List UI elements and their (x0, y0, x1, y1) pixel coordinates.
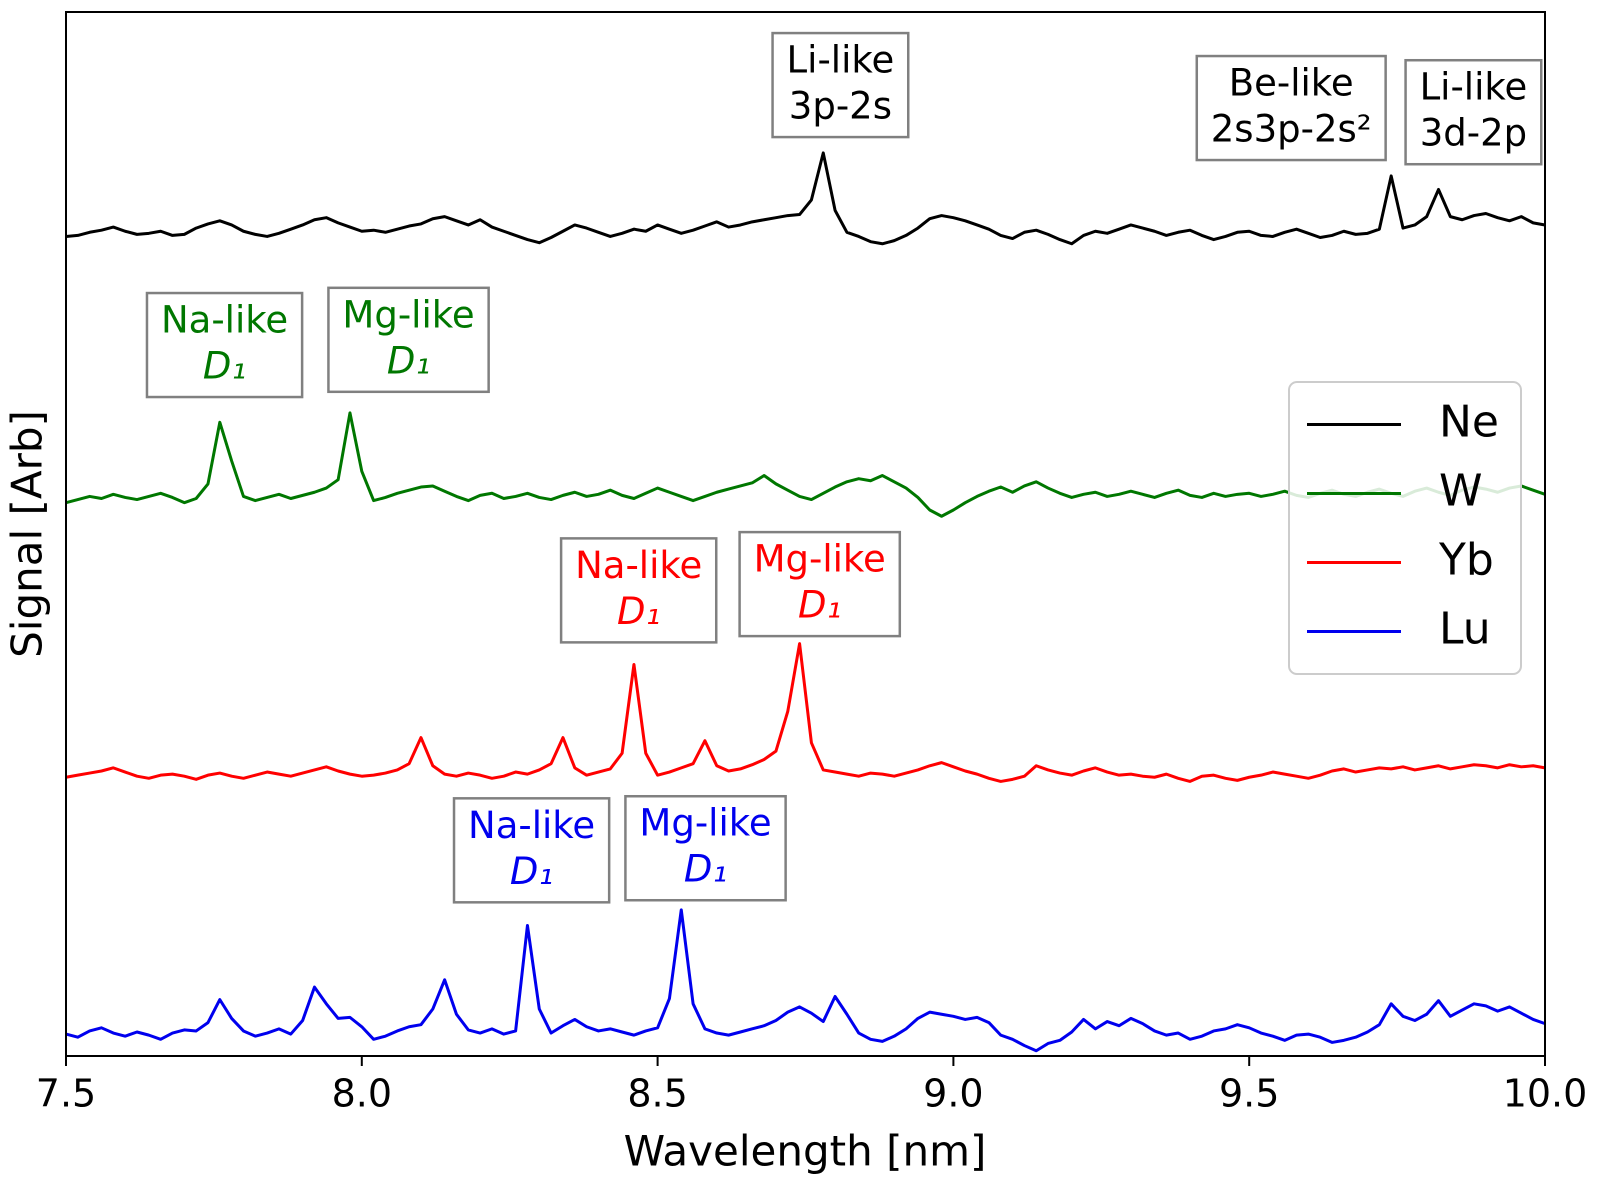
x-tick-label: 9.0 (923, 1072, 983, 1116)
annotation-text: Li-like (1420, 66, 1528, 109)
annotation-text: Na-like (161, 299, 288, 342)
legend: Ne W Yb Lu (1288, 381, 1522, 675)
x-tick-label: 10.0 (1503, 1072, 1588, 1116)
annotation-box (145, 291, 304, 399)
annotation-box (452, 797, 611, 904)
annotation-text: Li-like (787, 39, 895, 82)
annotation-text: D₁ (510, 850, 553, 893)
annotation-text: Na-like (575, 544, 702, 587)
annotation-text: 2s3p-2s² (1211, 108, 1372, 151)
annotation-box (771, 31, 910, 139)
annotation-text: D₁ (203, 345, 246, 388)
annotation-box (327, 286, 490, 394)
legend-label: Yb (1438, 535, 1494, 586)
annotation-box (1404, 58, 1543, 166)
series-line (65, 642, 1546, 783)
annotation-text: Mg-like (754, 538, 886, 581)
annotation-box (559, 537, 718, 644)
legend-label: Ne (1439, 397, 1499, 448)
series-line (65, 908, 1546, 1053)
x-tick-label: 9.5 (1219, 1072, 1279, 1116)
annotation-box (1195, 54, 1387, 162)
annotation-text: Mg-like (342, 293, 474, 336)
annotation-text: D₁ (387, 339, 430, 382)
x-tick-label: 7.5 (36, 1072, 96, 1116)
annotation-text: 3p-2s (789, 85, 892, 128)
legend-label: Lu (1439, 604, 1491, 655)
annotation-text: Mg-like (639, 802, 771, 845)
annotation-text: D₁ (684, 848, 727, 891)
annotation-box (738, 530, 902, 638)
x-tick-label: 8.0 (332, 1072, 392, 1116)
annotation-text: D₁ (798, 584, 841, 627)
legend-box (1288, 381, 1522, 675)
annotation-text: 3d-2p (1420, 112, 1527, 155)
legend-label: W (1439, 466, 1483, 517)
series-line (65, 151, 1546, 246)
annotation-box (624, 794, 787, 902)
annotation-text: Na-like (468, 804, 595, 847)
annotation-text: D₁ (617, 590, 660, 633)
x-tick-label: 8.5 (627, 1072, 687, 1116)
x-axis-label: Wavelength [nm] (624, 1127, 987, 1176)
plot-frame (65, 11, 1546, 1057)
y-axis-label: Signal [Arb] (3, 410, 52, 658)
annotation-text: Be-like (1229, 62, 1354, 105)
